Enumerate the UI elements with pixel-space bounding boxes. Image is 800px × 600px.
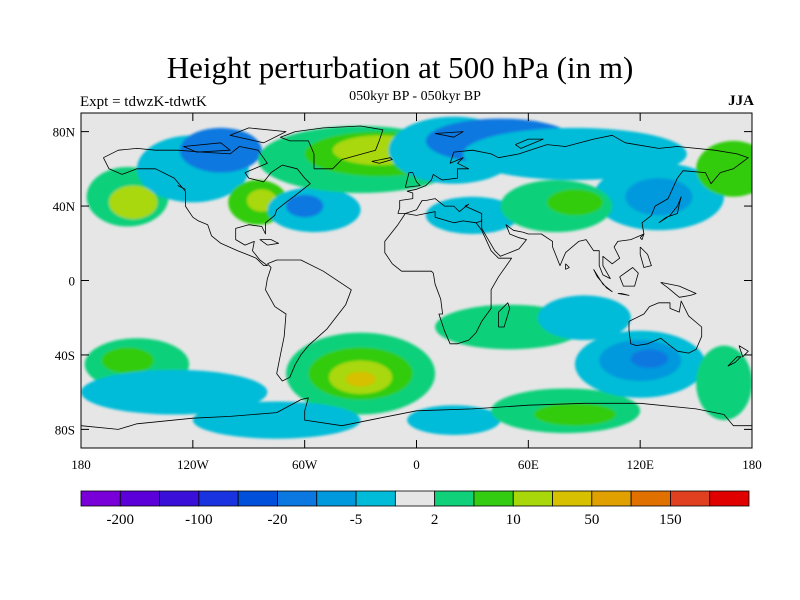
contour-region bbox=[546, 189, 603, 216]
contour-region bbox=[407, 243, 501, 300]
coastline bbox=[593, 269, 613, 293]
colorbar-swatch bbox=[159, 490, 200, 507]
colorbar-label: 10 bbox=[506, 512, 521, 528]
coastline bbox=[280, 125, 384, 170]
colorbar-swatch bbox=[552, 490, 593, 507]
colorbar-label: 50 bbox=[584, 512, 599, 528]
contour-region bbox=[179, 127, 262, 173]
experiment-label: Expt = tdwzK-tdwtK bbox=[80, 94, 207, 110]
contour-region bbox=[286, 194, 324, 218]
contour-region bbox=[108, 185, 158, 220]
map-subtitle: 050kyr BP - 050kyr BP bbox=[349, 89, 481, 104]
y-tick-label: 40N bbox=[53, 199, 76, 214]
coastline bbox=[384, 198, 512, 345]
coastline bbox=[515, 138, 544, 149]
coastline bbox=[738, 345, 749, 358]
coastline bbox=[103, 146, 311, 266]
colorbar-swatch bbox=[237, 490, 278, 507]
x-tick-label: 60W bbox=[292, 457, 318, 472]
contour-region bbox=[625, 178, 693, 216]
contour-region bbox=[101, 347, 154, 374]
contour-region bbox=[192, 401, 361, 439]
y-tick-label: 0 bbox=[69, 274, 76, 289]
colorbar-label: -100 bbox=[185, 512, 213, 528]
coastline bbox=[658, 196, 682, 224]
colorbar-swatch bbox=[473, 490, 514, 507]
coastline bbox=[639, 233, 645, 240]
contour-region bbox=[537, 295, 631, 341]
map-title: Height perturbation at 500 hPa (in m) bbox=[166, 50, 634, 85]
contour-region bbox=[81, 369, 268, 415]
colorbar-label: -20 bbox=[267, 512, 287, 528]
coastline bbox=[371, 157, 393, 164]
height-field-contours bbox=[81, 116, 752, 439]
colorbar-swatch bbox=[316, 490, 357, 507]
coastline bbox=[183, 142, 231, 153]
coastline bbox=[617, 293, 630, 296]
contour-region bbox=[345, 371, 376, 387]
coastlines bbox=[81, 125, 752, 430]
coastline bbox=[265, 259, 352, 382]
colorbar-swatch bbox=[277, 490, 318, 507]
coastline bbox=[619, 267, 639, 287]
colorbar-swatch bbox=[198, 490, 239, 507]
colorbar-label: 2 bbox=[431, 512, 439, 528]
y-tick-label: 80S bbox=[55, 422, 75, 437]
contour-region bbox=[407, 405, 501, 435]
colorbar-swatch bbox=[512, 490, 553, 507]
contour-region bbox=[533, 403, 616, 426]
colorbar-swatch bbox=[630, 490, 671, 507]
colorbar-swatch bbox=[355, 490, 396, 507]
colorbar-label: -200 bbox=[107, 512, 135, 528]
x-tick-label: 180 bbox=[742, 457, 762, 472]
coastline bbox=[639, 246, 652, 268]
colorbar-swatch bbox=[119, 490, 160, 507]
colorbar-swatch bbox=[434, 490, 475, 507]
coastline bbox=[397, 134, 749, 279]
colorbar-swatch bbox=[80, 490, 121, 507]
coastline bbox=[660, 282, 697, 298]
colorbar-label: 150 bbox=[659, 512, 682, 528]
x-tick-label: 180 bbox=[71, 457, 91, 472]
coastline bbox=[498, 302, 511, 328]
x-tick-label: 60E bbox=[518, 457, 539, 472]
x-tick-label: 120E bbox=[626, 457, 654, 472]
coastline bbox=[404, 172, 421, 188]
contour-region bbox=[630, 349, 669, 368]
colorbar-label: -5 bbox=[350, 512, 363, 528]
coastline bbox=[177, 185, 186, 190]
y-tick-label: 80N bbox=[53, 125, 76, 140]
colorbar: -200 -100 -20 -5 2 10 50 150 bbox=[80, 490, 750, 528]
y-tick-label: 40S bbox=[55, 348, 75, 363]
coastline bbox=[565, 263, 570, 270]
x-tick-label: 0 bbox=[413, 457, 420, 472]
colorbar-swatch bbox=[394, 490, 436, 507]
colorbar-swatch bbox=[709, 490, 750, 507]
x-tick-label: 120W bbox=[177, 457, 210, 472]
contour-region bbox=[696, 345, 752, 421]
axis-ticks: 80N 40N 0 40S 80S 180 120W 60W 0 60E 120E 180 bbox=[53, 113, 762, 472]
coastline bbox=[727, 356, 742, 367]
coastline bbox=[435, 131, 464, 138]
colorbar-swatch bbox=[591, 490, 632, 507]
season-label: JJA bbox=[728, 93, 754, 109]
coastline bbox=[259, 239, 279, 246]
coastline bbox=[81, 397, 752, 430]
colorbar-swatch bbox=[670, 490, 711, 507]
coastline bbox=[628, 300, 703, 354]
coastline bbox=[229, 127, 287, 144]
contour-region bbox=[696, 140, 752, 197]
